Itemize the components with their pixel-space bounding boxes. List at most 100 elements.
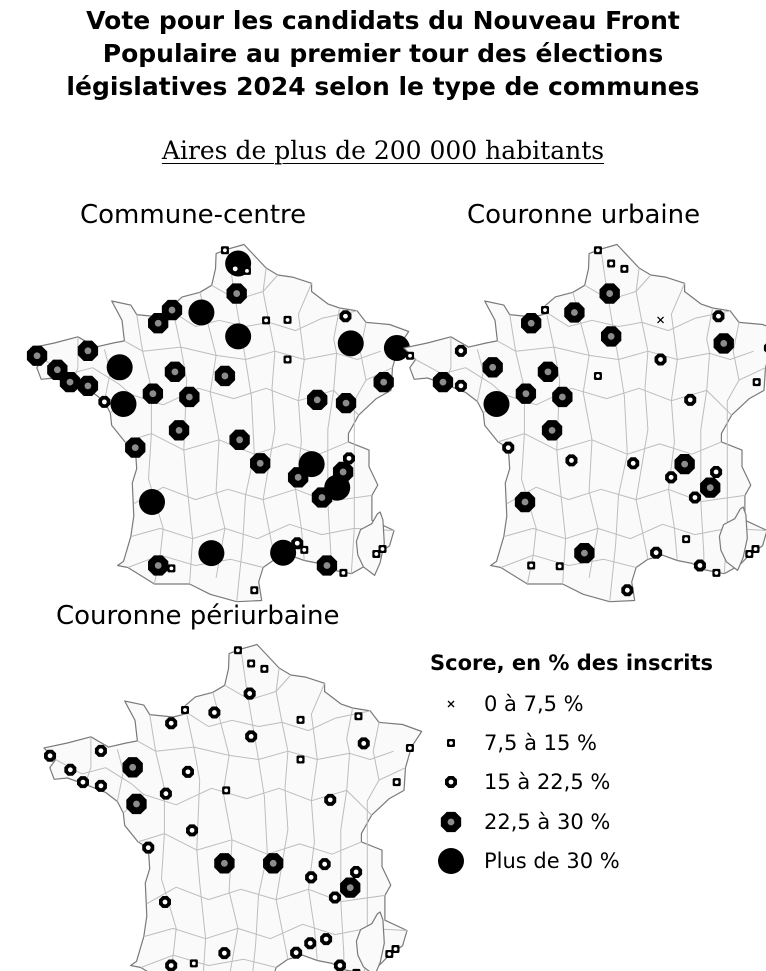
map-point-class-3 (290, 946, 303, 959)
map-point-class-2 (745, 549, 754, 558)
map-point-class-2 (242, 266, 251, 275)
map-point-class-5 (188, 299, 215, 326)
map-point-class-3 (218, 947, 231, 960)
map-point-class-3 (94, 779, 107, 792)
legend-symbol-class-1 (447, 700, 455, 708)
legend-label-5: Plus de 30 % (484, 849, 620, 873)
map-point-class-4 (214, 853, 235, 874)
map-point-class-4 (373, 371, 394, 393)
map-point-class-3 (654, 353, 667, 366)
map-point-class-3 (98, 395, 111, 408)
map-point-class-2 (181, 706, 189, 715)
map-point-class-3 (229, 262, 242, 275)
map-point-class-4 (700, 477, 721, 498)
map-point-class-4 (164, 361, 186, 382)
map-point-class-4 (126, 793, 147, 815)
map-point-class-3 (165, 717, 178, 730)
map-point-class-2 (283, 315, 292, 324)
map-point-class-5 (337, 330, 364, 357)
map-point-class-5 (139, 489, 166, 516)
panel-title-commune-centre: Commune-centre (80, 200, 307, 230)
map-point-class-3 (565, 454, 578, 467)
map-commune-centre (26, 243, 410, 603)
map-point-class-5 (225, 323, 252, 350)
map-point-class-2 (247, 659, 256, 668)
title-line-2: Populaire au premier tour des élections (102, 39, 664, 68)
map-point-class-4 (77, 375, 99, 397)
map-point-class-2 (406, 351, 415, 360)
map-point-class-2 (391, 945, 400, 953)
map-point-class-2 (593, 246, 602, 255)
map-point-class-3 (181, 765, 194, 778)
legend-symbol-class-2 (447, 739, 455, 747)
legend-label-4: 22,5 à 30 % (484, 810, 611, 834)
map-point-class-4 (287, 467, 309, 488)
map-point-class-3 (291, 537, 304, 550)
legend-symbol-class-3 (444, 775, 458, 789)
map-point-class-4 (432, 371, 454, 393)
map-point-class-3 (243, 687, 256, 700)
map-point-class-3 (712, 310, 725, 323)
map-point-class-1 (657, 316, 665, 324)
map-point-class-4 (600, 326, 622, 347)
map-point-class-4 (307, 389, 328, 411)
map-point-class-3 (357, 737, 370, 750)
map-point-class-2 (300, 545, 309, 554)
map-point-class-3 (94, 744, 107, 757)
map-point-class-2 (233, 646, 242, 655)
map-point-class-2 (167, 564, 176, 573)
map-point-class-3 (76, 776, 89, 789)
map-point-class-4 (574, 542, 595, 564)
map-point-class-3 (342, 452, 355, 465)
corsica-outline (355, 511, 385, 576)
map-point-class-2 (712, 568, 721, 577)
map-point-class-2 (296, 755, 305, 764)
map-point-class-4 (599, 283, 620, 304)
map-point-class-3 (665, 471, 678, 484)
map-point-class-2 (620, 264, 629, 273)
corsica-outline (718, 506, 748, 571)
map-point-class-3 (64, 763, 77, 776)
map-point-class-4 (229, 429, 250, 450)
map-point-class-3 (245, 730, 258, 743)
map-point-class-2 (354, 712, 363, 721)
map-point-class-2 (385, 949, 394, 958)
map-point-class-4 (250, 453, 271, 474)
panel-title-couronne-periurbaine: Couronne périurbaine (56, 601, 340, 631)
map-point-class-2 (607, 259, 616, 268)
map-point-class-3 (142, 841, 155, 854)
map-point-class-3 (339, 310, 352, 323)
france-outline (43, 643, 423, 971)
map-point-class-3 (304, 937, 317, 950)
map-point-class-3 (688, 491, 701, 504)
map-point-class-3 (165, 959, 178, 971)
map-point-class-2 (752, 378, 761, 387)
map-point-class-4 (564, 302, 585, 323)
map-point-class-2 (682, 535, 691, 544)
map-point-class-4 (514, 491, 536, 513)
map-point-class-2 (250, 586, 259, 595)
map-point-class-4 (161, 299, 183, 321)
map-point-class-2 (222, 786, 231, 795)
legend-label-2: 7,5 à 15 % (484, 731, 597, 755)
map-point-class-4 (168, 420, 190, 441)
map-point-class-4 (674, 453, 695, 475)
map-point-class-2 (527, 561, 536, 570)
map-couronne-periurbaine (43, 643, 423, 971)
map-point-class-2 (262, 316, 271, 325)
map-point-class-4 (148, 313, 169, 334)
map-point-class-4 (26, 345, 48, 366)
legend-label-1: 0 à 7,5 % (484, 692, 584, 716)
map-title: Vote pour les candidats du Nouveau Front… (0, 4, 766, 103)
corsica-outline (355, 911, 385, 971)
map-point-class-4 (263, 853, 284, 874)
map-point-class-4 (332, 461, 354, 483)
map-point-class-4 (482, 357, 503, 378)
map-point-class-4 (521, 313, 542, 334)
map-point-class-2 (339, 568, 348, 577)
map-point-class-2 (372, 549, 381, 558)
map-point-class-3 (454, 344, 467, 357)
map-point-class-4 (125, 437, 146, 458)
map-point-class-3 (333, 959, 346, 971)
map-point-class-4 (340, 877, 361, 898)
